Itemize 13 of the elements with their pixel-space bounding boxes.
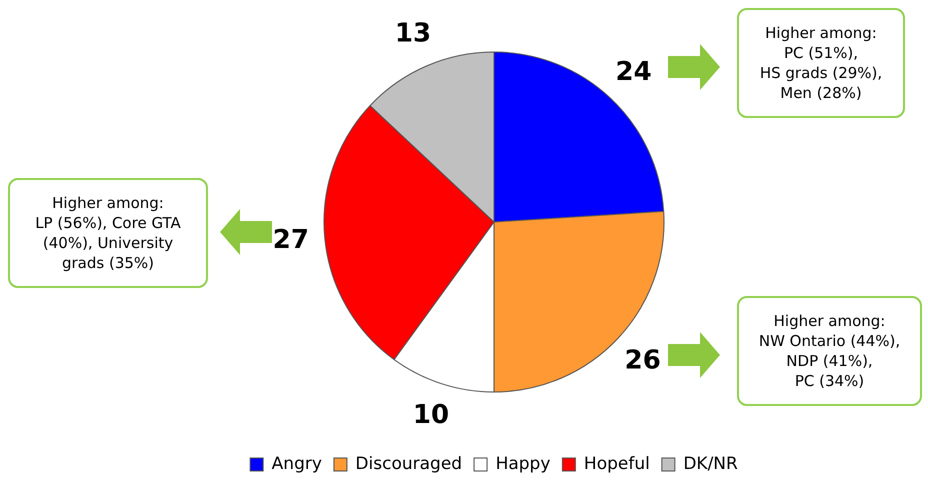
data-label: 24 (616, 57, 652, 88)
legend-label: Discouraged (355, 454, 462, 474)
text: Higher among: PC (51%), HS grads (29%), Men (28%) (737, 8, 905, 118)
legend-label: Happy (496, 454, 550, 474)
legend-label: Angry (272, 454, 322, 474)
legend-label: DK/NR (683, 454, 738, 474)
text: Higher among: NW Ontario (44%), NDP (41%), PC (34%) (737, 296, 922, 406)
text: Higher among: LP (56%), Core GTA (40%), University grads (35%) (8, 178, 208, 288)
data-label: 26 (624, 345, 661, 376)
data-label: 10 (412, 400, 450, 430)
legend-label: Hopeful (584, 454, 650, 474)
data-label: 27 (272, 224, 309, 255)
data-label: 13 (394, 18, 432, 49)
